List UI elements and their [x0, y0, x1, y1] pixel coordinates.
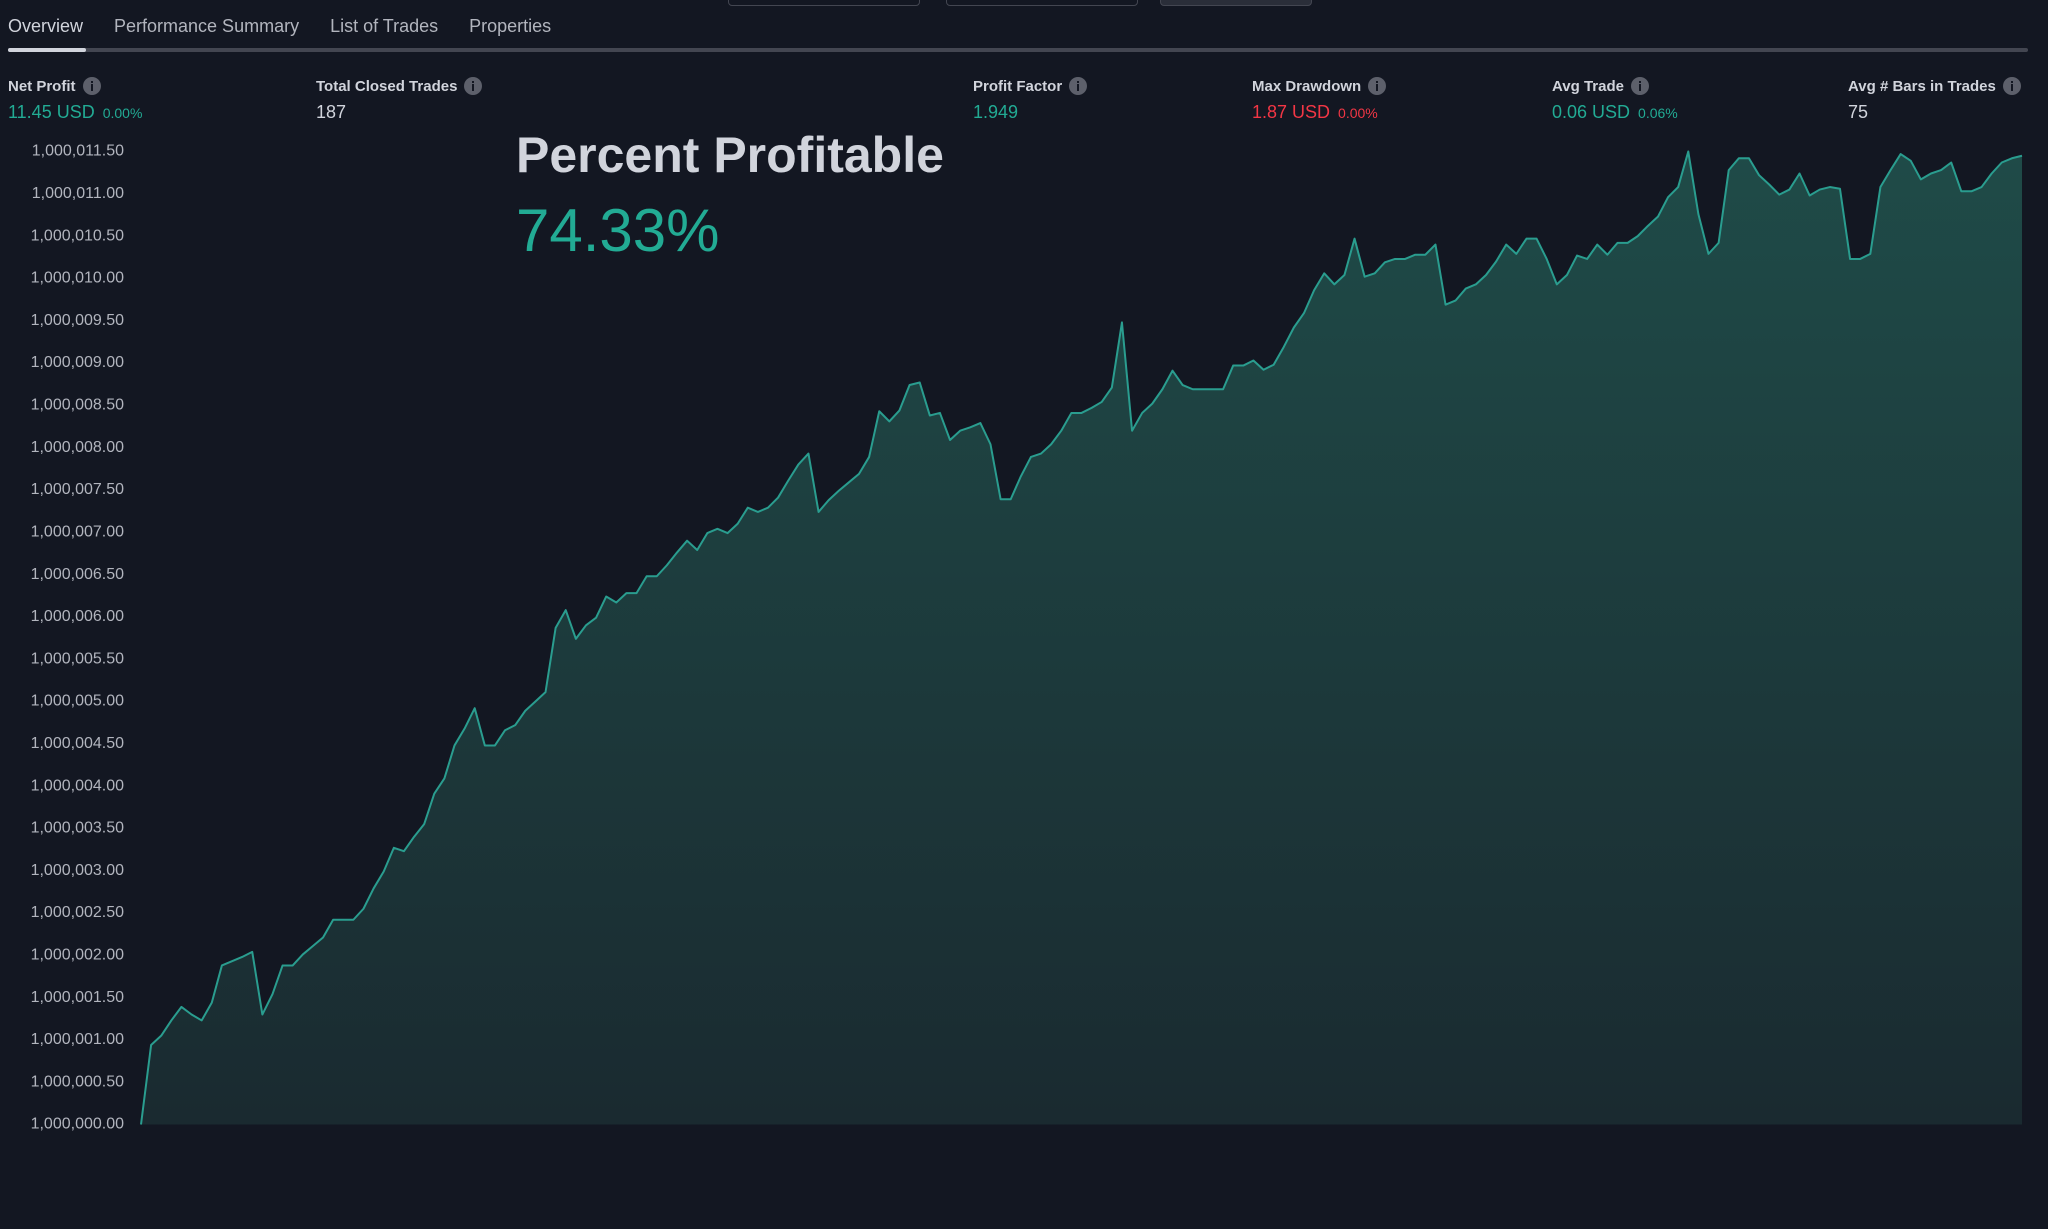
tabs: Overview Performance Summary List of Tra… — [8, 16, 551, 37]
y-tick-label: 1,000,006.00 — [31, 608, 125, 625]
tab[interactable]: Properties — [469, 16, 552, 36]
y-tick-label: 1,000,009.00 — [31, 354, 125, 371]
toolbar-button[interactable] — [1160, 0, 1312, 6]
y-tick-label: 1,000,001.00 — [31, 1031, 125, 1048]
metric-value: 11.45 USD 0.00% — [8, 102, 142, 123]
metric-percent: 0.00% — [102, 105, 143, 121]
metric-value: 1.949 — [973, 102, 1088, 123]
y-tick-label: 1,000,008.50 — [31, 397, 125, 414]
toolbar-button[interactable] — [946, 0, 1138, 6]
metric-value-text: 11.45 USD — [8, 102, 95, 122]
equity-line — [140, 150, 2023, 1125]
info-icon[interactable] — [82, 76, 102, 96]
metric: Net Profit 11.45 USD 0.00% — [8, 76, 142, 123]
metric-percent: 0.00% — [1338, 105, 1378, 121]
y-tick-label: 1,000,000.50 — [31, 1073, 125, 1090]
y-tick-label: 1,000,008.00 — [31, 439, 125, 456]
y-tick-label: 1,000,009.50 — [31, 312, 125, 329]
tab-bar — [8, 48, 2028, 52]
metric: Profit Factor 1.949 — [973, 76, 1088, 123]
metric-value: 0.06 USD 0.06% — [1552, 102, 1678, 123]
metric-label-row: Avg Trade — [1552, 76, 1678, 96]
area-fill — [141, 151, 2022, 1125]
overlay-title: Percent Profitable — [516, 127, 944, 183]
info-icon[interactable] — [1630, 76, 1650, 96]
metric-label: Avg Trade — [1552, 77, 1624, 95]
y-tick-label: 1,000,005.50 — [31, 650, 125, 667]
metric-label-row: Total Closed Trades — [316, 76, 483, 96]
metric-percent: 0.06% — [1638, 105, 1678, 121]
y-tick-label: 1,000,002.50 — [31, 904, 125, 921]
metric-value-text: 1.87 USD — [1252, 102, 1331, 122]
metric-value: 187 — [316, 102, 483, 123]
info-icon[interactable] — [2002, 76, 2022, 96]
y-tick-label: 1,000,006.50 — [31, 566, 125, 583]
y-tick-label: 1,000,001.50 — [31, 989, 125, 1006]
metric-label: Avg # Bars in Trades — [1848, 77, 1996, 95]
y-tick-label: 1,000,000.00 — [31, 1116, 125, 1133]
metric-label: Max Drawdown — [1252, 77, 1362, 95]
y-tick-label: 1,000,002.00 — [31, 947, 125, 964]
y-tick-label: 1,000,010.50 — [31, 227, 125, 244]
metric: Avg Trade 0.06 USD 0.06% — [1552, 76, 1678, 123]
y-tick-label: 1,000,003.50 — [31, 820, 125, 837]
y-tick-label: 1,000,003.00 — [31, 862, 125, 879]
metric-value-text: 1.949 — [973, 102, 1019, 122]
metric-value: 1.87 USD 0.00% — [1252, 102, 1387, 123]
y-tick-label: 1,000,005.00 — [31, 693, 125, 710]
y-tick-label: 1,000,011.50 — [32, 143, 124, 160]
metric-label-row: Profit Factor — [973, 76, 1088, 96]
y-tick-label: 1,000,011.00 — [32, 185, 124, 202]
metric-value: 75 — [1848, 102, 2022, 123]
info-icon[interactable] — [463, 76, 483, 96]
tab[interactable]: Overview — [8, 16, 84, 36]
metric: Max Drawdown 1.87 USD 0.00% — [1252, 76, 1387, 123]
y-tick-label: 1,000,007.00 — [31, 523, 125, 540]
tab[interactable]: List of Trades — [330, 16, 439, 36]
metric-value-text: 0.06 USD — [1552, 102, 1631, 122]
toolbar-button[interactable] — [728, 0, 920, 6]
overlay-value: 74.33% — [516, 197, 720, 264]
metric: Avg # Bars in Trades 75 — [1848, 76, 2022, 123]
info-icon[interactable] — [1068, 76, 1088, 96]
info-icon[interactable] — [1367, 76, 1387, 96]
y-tick-label: 1,000,010.00 — [31, 270, 125, 287]
metric-label: Net Profit — [8, 77, 76, 95]
active-tab-indicator — [8, 48, 86, 52]
y-tick-label: 1,000,004.50 — [31, 735, 125, 752]
metric-label-row: Max Drawdown — [1252, 76, 1387, 96]
tab[interactable]: Performance Summary — [114, 16, 300, 36]
y-tick-label: 1,000,007.50 — [31, 481, 125, 498]
metric-label-row: Net Profit — [8, 76, 142, 96]
metric-label-row: Avg # Bars in Trades — [1848, 76, 2022, 96]
y-tick-label: 1,000,004.00 — [31, 777, 125, 794]
metric-value-text: 75 — [1848, 102, 1869, 122]
metric-label: Total Closed Trades — [316, 77, 458, 95]
metric-value-text: 187 — [316, 102, 347, 122]
metric: Total Closed Trades 187 — [316, 76, 483, 123]
metric-label: Profit Factor — [973, 77, 1063, 95]
